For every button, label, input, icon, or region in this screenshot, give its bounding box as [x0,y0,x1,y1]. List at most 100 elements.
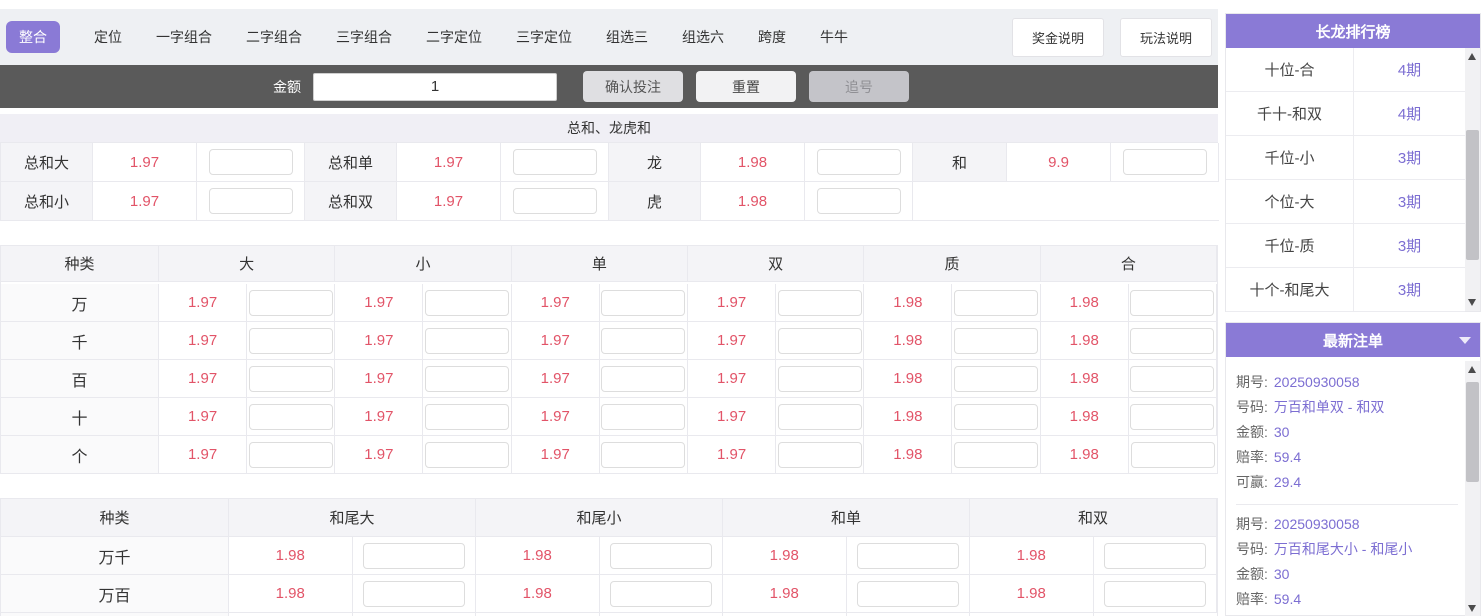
odds-value: 1.97 [159,284,248,322]
bet-input[interactable] [512,149,597,175]
bet-input[interactable] [601,365,686,392]
nav-tab-zuxuan3[interactable]: 组选三 [606,29,648,45]
odds-value: 1.98 [229,575,353,613]
nav-tab-kuadu[interactable]: 跨度 [758,29,786,45]
bet-input[interactable] [777,441,862,468]
bet-input[interactable] [1103,542,1206,569]
odds-value: 1.97 [93,182,197,221]
bet-input[interactable] [248,403,333,430]
order-win: 29.4 [1274,612,1301,616]
amount-input[interactable] [313,72,557,101]
scrollbar-thumb[interactable] [1466,130,1479,260]
bet-input[interactable] [1130,441,1215,468]
scroll-up-icon[interactable] [1468,53,1476,60]
dragon-row[interactable]: 千位-小 3期 [1226,136,1465,180]
odds-value: 1.97 [397,182,501,221]
bonus-info-button[interactable]: 奖金说明 [1011,17,1104,57]
order-field-label: 赔率: [1236,449,1268,465]
dragon-row[interactable]: 个位-大 3期 [1226,180,1465,224]
bet-input[interactable] [1122,149,1207,175]
nav-tab-zuxuan6[interactable]: 组选六 [682,29,724,45]
dragon-scrollbar[interactable] [1465,48,1480,311]
bet-input[interactable] [954,365,1039,392]
bet-input[interactable] [954,327,1039,354]
bet-input[interactable] [601,403,686,430]
dragon-row[interactable]: 十位-合 4期 [1226,48,1465,92]
bet-input[interactable] [856,542,959,569]
bet-input[interactable] [425,403,510,430]
row-label: 万百 [1,575,229,613]
bet-input[interactable] [425,289,510,316]
nav-tab-yizi-zuhe[interactable]: 一字组合 [156,29,212,45]
nav-tab-niuniu[interactable]: 牛牛 [820,29,848,45]
odds-value: 1.97 [511,398,600,436]
scroll-up-icon[interactable] [1468,366,1476,373]
bet-input[interactable] [954,289,1039,316]
bet-input[interactable] [1103,580,1206,607]
dragon-row[interactable]: 千十-和双 4期 [1226,92,1465,136]
bet-input[interactable] [777,365,862,392]
odds-value: 1.97 [687,436,777,474]
bet-input[interactable] [777,403,862,430]
bet-input[interactable] [208,188,293,214]
bet-input[interactable] [609,542,712,569]
bet-input[interactable] [425,441,510,468]
combo-odds-table: 种类 和尾大 和尾小 和单 和双 万千 1.98 1.98 1.98 1.98 … [0,498,1218,616]
dragon-row[interactable]: 十个-和尾大 3期 [1226,268,1465,312]
bet-input[interactable] [1130,365,1215,392]
bet-input[interactable] [609,580,712,607]
nav-tab-zhenghe[interactable]: 整合 [6,21,60,53]
confirm-bet-button[interactable]: 确认投注 [583,71,683,102]
nav-tab-erzi-zuhe[interactable]: 二字组合 [246,29,302,45]
play-info-button[interactable]: 玩法说明 [1119,17,1212,57]
bet-input[interactable] [362,542,465,569]
row-label: 百 [1,360,159,398]
bet-input[interactable] [425,327,510,354]
bet-input[interactable] [425,365,510,392]
bet-input[interactable] [777,289,862,316]
bet-input[interactable] [1130,327,1215,354]
scroll-down-icon[interactable] [1468,299,1476,306]
bet-input[interactable] [248,441,333,468]
scroll-down-icon[interactable] [1468,605,1476,612]
bet-input[interactable] [512,188,597,214]
row-label: 万千 [1,537,229,575]
order-field-label: 期号: [1236,374,1268,390]
collapse-caret-icon[interactable] [1459,337,1471,344]
bet-input[interactable] [954,441,1039,468]
odds-value: 1.98 [1040,322,1129,360]
odds-value: 1.97 [159,398,248,436]
bet-input[interactable] [856,580,959,607]
scrollbar-thumb[interactable] [1466,382,1479,482]
column-header: 单 [511,246,688,282]
row-label [1,613,229,616]
dragon-name: 千十-和双 [1226,92,1354,135]
bet-input[interactable] [248,327,333,354]
bet-input[interactable] [248,289,333,316]
bet-input[interactable] [208,149,293,175]
odds-value: 1.98 [229,537,353,575]
bet-input[interactable] [601,289,686,316]
bet-input[interactable] [1130,289,1215,316]
bet-input[interactable] [1130,403,1215,430]
bet-input[interactable] [248,365,333,392]
bet-input[interactable] [601,327,686,354]
bet-option-label: 总和小 [1,182,93,221]
nav-tab-sanzi-zuhe[interactable]: 三字组合 [336,29,392,45]
reset-button[interactable]: 重置 [696,71,796,102]
bet-input[interactable] [601,441,686,468]
bet-input[interactable] [816,149,901,175]
bet-input[interactable] [954,403,1039,430]
nav-tab-dingwei[interactable]: 定位 [94,29,122,45]
nav-tab-sanzi-dingwei[interactable]: 三字定位 [516,29,572,45]
bet-input[interactable] [777,327,862,354]
bet-input[interactable] [362,580,465,607]
sum-dragon-tiger-table: 总和大 1.97 总和单 1.97 龙 1.98 和 9.9 总和小 1.97 … [0,142,1219,221]
nav-tab-erzi-dingwei[interactable]: 二字定位 [426,29,482,45]
dragon-row[interactable]: 千位-质 3期 [1226,224,1465,268]
bet-input[interactable] [816,188,901,214]
chase-number-button[interactable]: 追号 [809,71,909,102]
orders-scrollbar[interactable] [1465,361,1480,616]
dragon-streak: 3期 [1397,194,1422,211]
row-label: 十 [1,398,159,436]
